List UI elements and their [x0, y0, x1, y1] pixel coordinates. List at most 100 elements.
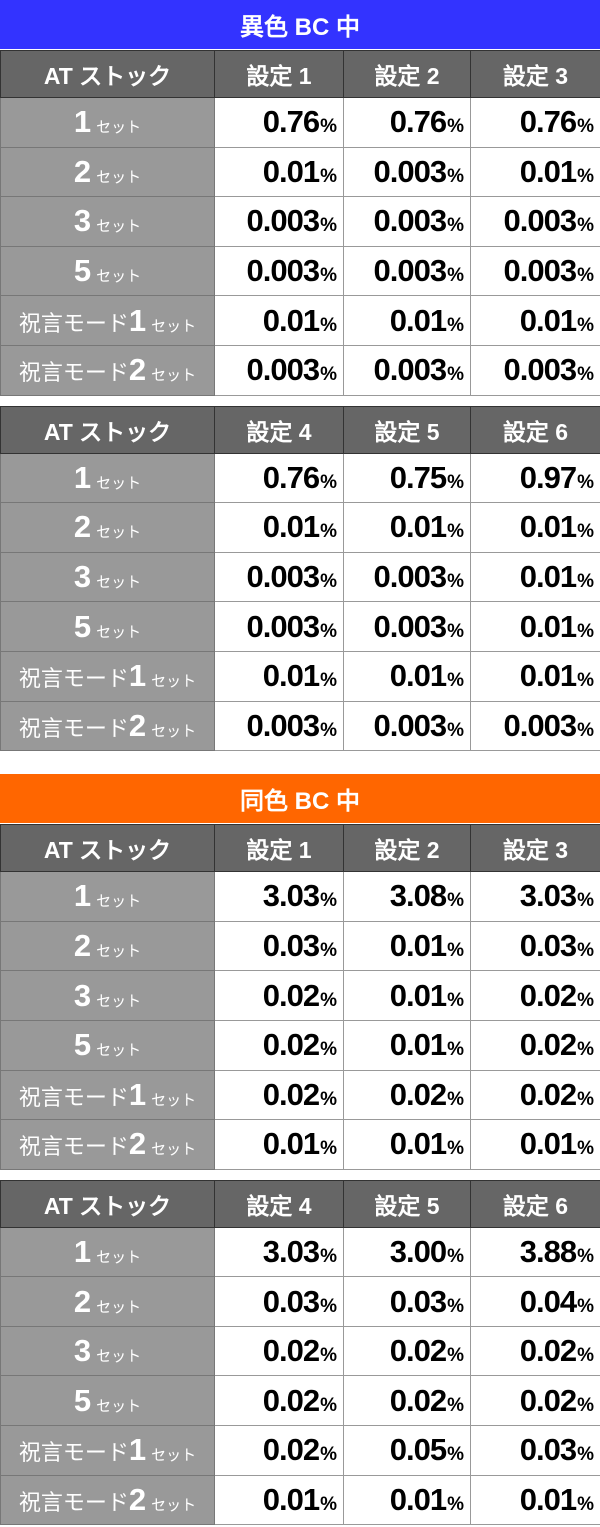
value-cell: 0.02% — [343, 1325, 471, 1377]
value-number: 0.03 — [389, 1283, 447, 1319]
value-unit: % — [320, 1245, 337, 1267]
table-row: 1 セット 0.76% 0.75% 0.97% — [0, 452, 600, 504]
label-number: 3 — [73, 1333, 92, 1369]
value-cell: 3.03% — [214, 871, 344, 922]
table-gap — [0, 1170, 600, 1180]
value-number: 0.02 — [389, 1333, 447, 1369]
value-number: 3.03 — [262, 1233, 320, 1269]
value-unit: % — [447, 989, 464, 1011]
label-number: 1 — [128, 302, 147, 338]
value-cell: 3.88% — [470, 1226, 600, 1278]
value-number: 0.02 — [262, 1432, 320, 1468]
value-number: 0.01 — [389, 302, 447, 338]
table-row: 祝言モード1 セット 0.02% 0.05% 0.03% — [0, 1425, 600, 1476]
row-label: 祝言モード2 セット — [0, 700, 215, 752]
value-cell: 0.003% — [470, 700, 600, 752]
value-cell: 0.01% — [470, 1474, 600, 1526]
value-cell: 0.003% — [470, 245, 600, 297]
value-number: 0.97 — [519, 459, 577, 495]
value-number: 0.01 — [262, 1481, 320, 1517]
value-cell: 0.01% — [214, 502, 344, 553]
value-unit: % — [577, 521, 594, 543]
value-cell: 0.76% — [343, 97, 471, 148]
label-number: 1 — [128, 1432, 147, 1468]
value-cell: 3.03% — [214, 1226, 344, 1278]
label-prefix: 祝言モード — [18, 666, 129, 692]
value-cell: 0.02% — [214, 1375, 344, 1427]
column-header: 設定 1 — [214, 824, 344, 873]
value-cell: 0.01% — [343, 295, 471, 346]
label-prefix: 祝言モード — [18, 1489, 129, 1515]
value-number: 0.003 — [373, 707, 448, 743]
label-number: 5 — [73, 253, 92, 289]
value-cell: 0.02% — [470, 970, 600, 1021]
table-row: 3 セット 0.003% 0.003% 0.01% — [0, 551, 600, 603]
label-prefix: 祝言モード — [18, 1134, 129, 1160]
value-cell: 0.01% — [343, 970, 471, 1021]
label-suffix: セット — [151, 317, 197, 335]
value-unit: % — [447, 1493, 464, 1515]
value-cell: 0.01% — [214, 1474, 344, 1526]
label-suffix: セット — [96, 474, 142, 492]
value-unit: % — [447, 1138, 464, 1160]
value-unit: % — [447, 116, 464, 138]
value-unit: % — [447, 1245, 464, 1267]
value-unit: % — [577, 1295, 594, 1317]
value-number: 0.003 — [246, 253, 321, 289]
value-number: 0.003 — [246, 707, 321, 743]
row-label: 5 セット — [0, 1019, 215, 1071]
value-unit: % — [320, 471, 337, 493]
label-suffix: セット — [96, 1397, 142, 1415]
label-suffix: セット — [96, 992, 142, 1010]
value-unit: % — [447, 620, 464, 642]
value-cell: 0.05% — [343, 1425, 471, 1476]
value-cell: 0.01% — [343, 502, 471, 553]
row-label: 3 セット — [0, 196, 215, 247]
column-header: 設定 4 — [214, 405, 344, 454]
value-cell: 0.01% — [470, 650, 600, 702]
value-number: 0.01 — [389, 928, 447, 964]
value-unit: % — [320, 364, 337, 386]
label-number: 2 — [128, 1126, 147, 1162]
value-cell: 0.03% — [470, 920, 600, 972]
table-row: 1 セット 3.03% 3.00% 3.88% — [0, 1226, 600, 1278]
value-cell: 0.02% — [214, 1425, 344, 1476]
value-cell: 0.03% — [343, 1276, 471, 1327]
value-cell: 0.01% — [470, 146, 600, 198]
label-suffix: セット — [96, 119, 142, 137]
label-suffix: セット — [96, 893, 142, 911]
value-unit: % — [320, 1088, 337, 1110]
value-unit: % — [320, 1039, 337, 1061]
value-unit: % — [320, 265, 337, 287]
value-unit: % — [320, 1138, 337, 1160]
column-header: 設定 6 — [470, 405, 600, 454]
value-number: 0.003 — [246, 203, 321, 239]
row-label: 3 セット — [0, 970, 215, 1021]
row-label: 祝言モード1 セット — [0, 1425, 215, 1476]
label-number: 3 — [73, 977, 92, 1013]
value-unit: % — [447, 1039, 464, 1061]
column-header: 設定 1 — [214, 50, 344, 98]
value-cell: 0.01% — [470, 1119, 600, 1170]
value-unit: % — [577, 1039, 594, 1061]
value-unit: % — [577, 670, 594, 692]
row-label: 5 セット — [0, 1375, 215, 1427]
value-unit: % — [577, 1245, 594, 1267]
value-unit: % — [577, 364, 594, 386]
value-number: 0.75 — [389, 459, 447, 495]
value-cell: 3.00% — [343, 1226, 471, 1278]
value-number: 0.76 — [262, 459, 320, 495]
label-suffix: セット — [96, 623, 142, 641]
value-number: 0.01 — [519, 608, 577, 644]
label-suffix: セット — [96, 524, 142, 542]
value-cell: 0.01% — [214, 295, 344, 346]
row-label: 祝言モード2 セット — [0, 1474, 215, 1526]
column-header: AT ストック — [0, 50, 215, 98]
label-suffix: セット — [151, 722, 197, 740]
value-cell: 0.003% — [214, 700, 344, 752]
value-unit: % — [447, 1088, 464, 1110]
row-label: 3 セット — [0, 551, 215, 603]
section-gap — [0, 751, 600, 774]
value-unit: % — [447, 471, 464, 493]
value-cell: 0.02% — [470, 1325, 600, 1377]
